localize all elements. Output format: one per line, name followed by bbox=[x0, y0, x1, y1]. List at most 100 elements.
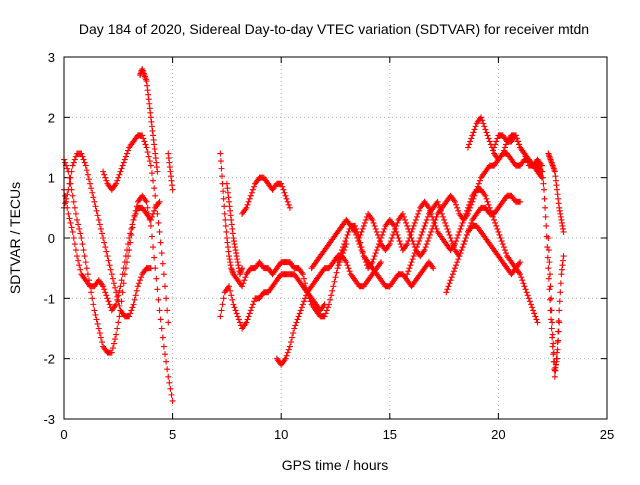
data-point bbox=[405, 225, 412, 232]
data-point bbox=[400, 213, 407, 220]
data-point bbox=[408, 259, 415, 266]
data-point bbox=[334, 265, 341, 272]
data-point bbox=[243, 319, 250, 326]
data-point bbox=[119, 162, 126, 169]
data-point bbox=[220, 195, 227, 202]
data-point bbox=[88, 185, 95, 192]
data-point bbox=[80, 247, 87, 254]
data-point bbox=[404, 222, 411, 229]
data-point bbox=[144, 204, 151, 211]
data-point bbox=[555, 328, 562, 335]
data-point bbox=[76, 262, 83, 269]
data-point bbox=[217, 150, 224, 157]
data-point bbox=[222, 216, 229, 223]
data-point bbox=[388, 235, 395, 241]
series-track-d bbox=[100, 132, 172, 326]
data-point bbox=[521, 150, 528, 157]
data-point bbox=[160, 343, 167, 350]
data-point bbox=[335, 262, 342, 269]
data-point bbox=[525, 295, 532, 302]
data-point bbox=[343, 235, 350, 241]
data-point bbox=[550, 349, 557, 356]
data-point bbox=[341, 241, 348, 248]
series-track-q bbox=[464, 114, 545, 175]
data-point bbox=[501, 247, 508, 254]
data-point bbox=[159, 260, 166, 267]
data-point bbox=[411, 219, 418, 226]
data-point bbox=[244, 316, 251, 323]
data-point bbox=[448, 238, 455, 245]
data-point bbox=[103, 292, 110, 299]
data-point bbox=[229, 296, 236, 303]
data-point bbox=[524, 159, 531, 166]
data-point bbox=[554, 355, 561, 362]
data-point bbox=[100, 235, 107, 241]
series-track-s bbox=[538, 162, 567, 380]
data-point bbox=[101, 171, 108, 178]
data-point bbox=[522, 286, 529, 293]
data-point bbox=[100, 168, 107, 175]
data-point bbox=[130, 301, 137, 308]
data-point bbox=[548, 307, 555, 314]
data-point bbox=[286, 343, 293, 350]
data-point bbox=[68, 224, 75, 231]
data-point bbox=[345, 265, 352, 272]
data-point bbox=[408, 235, 415, 241]
data-point bbox=[89, 295, 96, 302]
series-track-t bbox=[545, 150, 567, 235]
data-point bbox=[82, 162, 89, 169]
data-point bbox=[133, 287, 140, 294]
data-point bbox=[104, 253, 111, 260]
y-axis-label: SDTVAR / TECUs bbox=[7, 182, 23, 294]
series-track-n bbox=[356, 150, 545, 260]
data-point bbox=[497, 235, 504, 241]
data-point bbox=[88, 289, 95, 296]
data-point bbox=[345, 228, 352, 235]
data-point bbox=[134, 283, 141, 290]
data-point bbox=[147, 222, 154, 229]
data-point bbox=[72, 210, 79, 217]
data-point bbox=[419, 228, 426, 235]
data-point bbox=[239, 265, 246, 272]
data-point bbox=[429, 225, 436, 232]
x-tick-label: 25 bbox=[600, 427, 614, 442]
data-point bbox=[231, 304, 238, 311]
data-point bbox=[112, 284, 119, 291]
data-point bbox=[96, 221, 103, 228]
data-point bbox=[493, 222, 500, 229]
data-point bbox=[500, 147, 507, 154]
data-point bbox=[113, 180, 120, 187]
data-point bbox=[491, 216, 498, 223]
data-point bbox=[283, 352, 290, 359]
data-point bbox=[81, 253, 88, 260]
data-point bbox=[85, 176, 92, 183]
data-point bbox=[329, 287, 336, 294]
data-point bbox=[476, 177, 483, 184]
y-tick-labels: -3 -2 -1 0 1 2 3 bbox=[43, 50, 55, 427]
data-point bbox=[151, 207, 158, 214]
x-tick-label: 15 bbox=[383, 427, 397, 442]
data-point bbox=[66, 180, 73, 187]
data-point bbox=[522, 153, 529, 160]
data-point bbox=[301, 298, 308, 305]
data-point bbox=[393, 222, 400, 229]
data-point bbox=[413, 213, 420, 220]
data-point bbox=[421, 247, 428, 254]
data-point bbox=[247, 192, 254, 199]
data-point bbox=[470, 129, 477, 136]
data-point bbox=[240, 280, 247, 287]
data-point bbox=[548, 325, 555, 332]
data-point bbox=[221, 203, 228, 210]
data-point bbox=[416, 207, 423, 214]
data-point bbox=[83, 167, 90, 174]
data-point bbox=[303, 292, 310, 299]
data-point bbox=[399, 210, 406, 217]
data-point bbox=[220, 188, 227, 195]
data-point bbox=[472, 189, 479, 196]
data-point bbox=[128, 225, 135, 232]
data-point bbox=[460, 241, 467, 248]
data-point bbox=[115, 319, 122, 326]
data-point bbox=[117, 168, 124, 175]
data-point bbox=[286, 204, 293, 211]
data-point bbox=[160, 271, 167, 278]
